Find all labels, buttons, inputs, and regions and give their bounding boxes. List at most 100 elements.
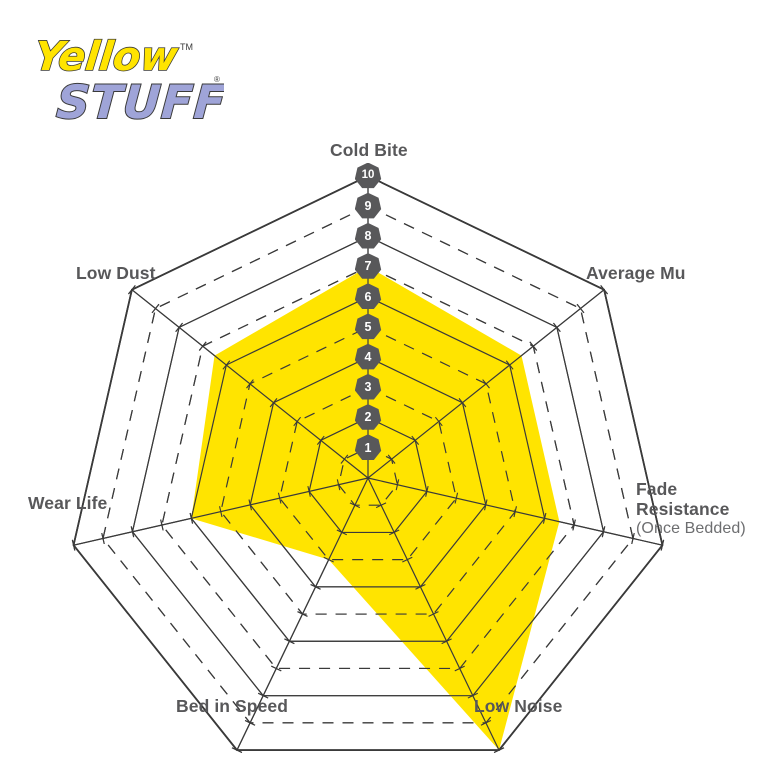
axis-tick-mark <box>576 303 585 314</box>
scale-badge-7: 7 <box>354 253 382 280</box>
series-polygon-yellow-stuff <box>191 266 560 751</box>
yellowstuff-logo: Yellow STUFF TM ® <box>34 26 224 130</box>
axis-tick-mark <box>130 526 135 538</box>
grid-ring-1 <box>337 447 399 506</box>
scale-badge-value: 5 <box>364 319 372 334</box>
scale-badge-shape <box>354 373 382 400</box>
scale-badge-value: 2 <box>364 410 372 425</box>
scale-badge-value: 3 <box>364 380 372 395</box>
axis-tick-mark <box>336 479 341 491</box>
axis-tick-mark <box>175 322 183 333</box>
radar-axis-ticks-overlay <box>71 285 665 753</box>
axis-tick-mark <box>387 454 396 464</box>
axis-tick-mark <box>71 539 76 551</box>
scale-badge-shape <box>354 162 382 189</box>
axis-tick-mark <box>310 583 321 590</box>
scale-badge-value: 1 <box>364 440 372 455</box>
logo-stuff-wordmark: STUFF <box>54 74 224 130</box>
grid-ring-7 <box>161 265 575 670</box>
scale-badge-6: 6 <box>354 283 382 310</box>
axis-tick-mark <box>151 303 160 314</box>
scale-badge-1: 1 <box>354 434 382 461</box>
axis-tick-mark <box>271 665 282 672</box>
axis-tick-mark <box>402 556 413 563</box>
axis-tick-mark <box>128 285 136 295</box>
axis-label-fade-sublabel: (Once Bedded) <box>636 519 746 537</box>
grid-ring-4 <box>249 356 487 588</box>
axis-tick-mark <box>553 322 561 333</box>
scale-badge-value: 10 <box>361 169 375 182</box>
axis-tick-mark <box>454 665 465 672</box>
axis-tick-mark <box>244 720 256 726</box>
grid-ring-6 <box>190 296 546 642</box>
axis-tick-mark <box>160 519 164 531</box>
scale-badge-shape <box>354 404 382 430</box>
scale-badge-shape <box>354 222 382 249</box>
axis-tick-mark <box>542 512 547 524</box>
axis-tick-mark <box>441 638 452 645</box>
svg-text:STUFF: STUFF <box>55 75 224 129</box>
axis-tick-mark <box>269 398 278 408</box>
axis-tick-mark <box>297 611 308 617</box>
axis-tick-mark <box>189 512 194 524</box>
axis-tick-mark <box>513 506 517 518</box>
logo-yellow-wordmark: Yellow <box>34 33 182 80</box>
scale-badge-value: 8 <box>364 229 372 244</box>
scale-badge-value: 4 <box>364 349 372 364</box>
grid-ring-9 <box>102 205 634 724</box>
logo-artwork: Yellow STUFF TM ® <box>34 33 224 130</box>
axis-tick-mark <box>307 485 311 497</box>
scale-badge-shape <box>354 313 382 340</box>
axis-tick-mark <box>101 532 105 544</box>
radar-grid-rings-overlay <box>72 175 664 751</box>
axis-label-cold-bite: Cold Bite <box>330 140 408 160</box>
axis-tick-mark <box>336 529 347 536</box>
scale-badge-8: 8 <box>354 222 382 250</box>
scale-badge-3: 3 <box>354 373 382 401</box>
axis-tick-mark <box>631 532 635 544</box>
scale-badge-10: 10 <box>354 162 382 190</box>
logo-registered-mark: ® <box>214 75 220 84</box>
axis-tick-mark <box>246 379 254 389</box>
axis-tick-mark <box>231 747 243 753</box>
axis-tick-mark <box>219 506 223 518</box>
axis-label-wear-life: Wear Life <box>28 493 108 513</box>
axis-label-low-dust: Low Dust <box>76 263 156 283</box>
axis-tick-mark <box>425 485 429 497</box>
svg-text:Yellow: Yellow <box>34 34 181 80</box>
axis-tick-mark <box>257 692 269 699</box>
scale-badge-2: 2 <box>354 404 382 431</box>
axis-tick-mark <box>248 499 252 511</box>
scale-badge-shape <box>354 434 382 460</box>
axis-tick-mark <box>375 502 387 509</box>
axis-tick-mark <box>480 720 492 726</box>
axis-tick-mark <box>660 539 665 551</box>
scale-badge-value: 7 <box>364 259 372 274</box>
logo-tm-mark: TM <box>180 42 193 52</box>
scale-badge-5: 5 <box>354 313 382 341</box>
axis-tick-mark <box>428 611 439 617</box>
axis-tick-mark <box>601 526 606 538</box>
scale-badge-shape <box>354 283 382 309</box>
grid-ring-8 <box>131 235 605 697</box>
axis-label-average-mu: Average Mu <box>586 263 686 283</box>
scale-badge-9: 9 <box>354 192 382 220</box>
axis-tick-mark <box>482 379 490 389</box>
scale-badge-value: 6 <box>364 289 372 304</box>
scale-badge-value: 9 <box>364 198 372 213</box>
axis-label-fade-line2: Resistance <box>636 499 730 520</box>
scale-badge-shape <box>354 192 382 219</box>
axis-tick-mark <box>434 416 443 427</box>
axis-tick-mark <box>389 529 400 536</box>
axis-tick-mark <box>454 492 459 504</box>
axis-tick-mark <box>293 416 302 427</box>
axis-tick-mark <box>222 360 231 370</box>
axis-label-bed-in-speed: Bed in Speed <box>176 696 289 716</box>
axis-tick-mark <box>395 479 400 491</box>
scale-badge-4: 4 <box>354 343 382 371</box>
axis-tick-mark <box>529 341 538 351</box>
axis-tick-mark <box>277 492 282 504</box>
axis-tick-mark <box>415 583 426 590</box>
axis-tick-mark <box>316 435 325 445</box>
